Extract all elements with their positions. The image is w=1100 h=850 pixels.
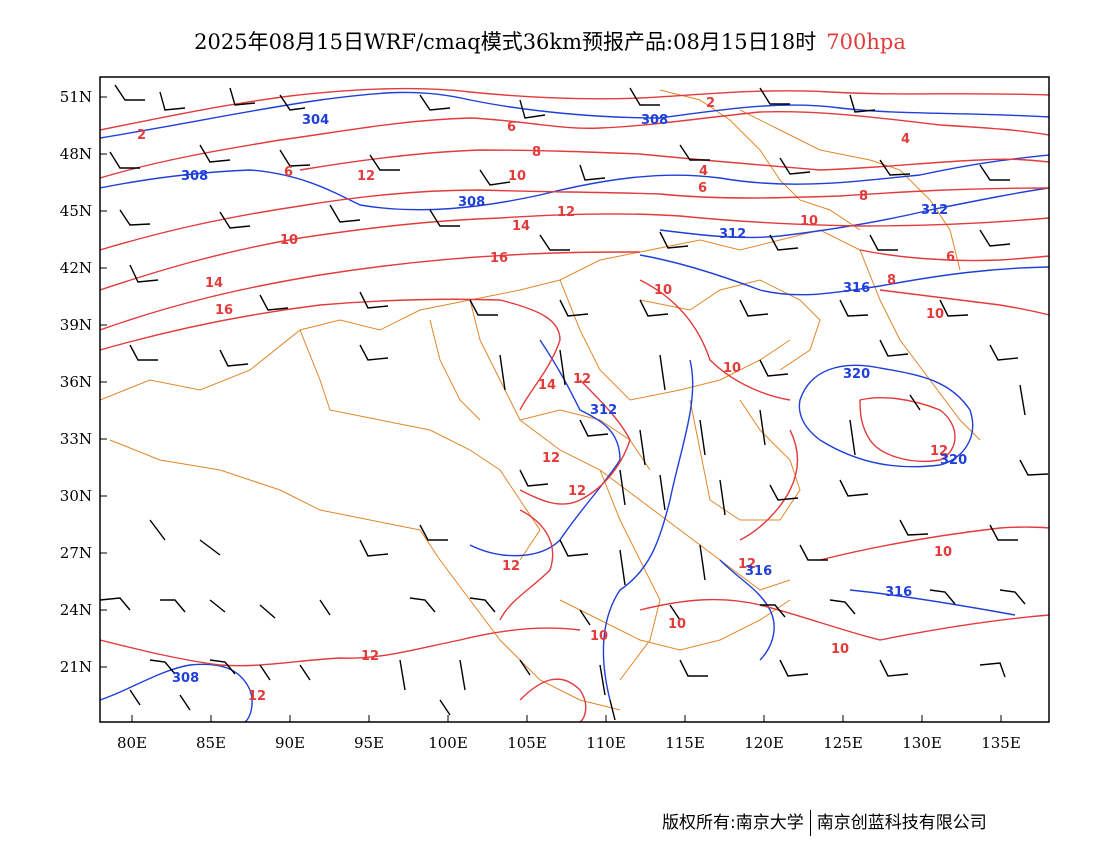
temperature-label: 10 <box>926 307 944 322</box>
height-label: 316 <box>745 564 772 579</box>
height-label: 308 <box>181 169 208 184</box>
latitude-axis: 51N 48N 45N 42N 39N 36N 33N 30N 27N 24N … <box>60 88 107 676</box>
wind-barbs <box>100 84 1049 721</box>
height-label: 308 <box>172 671 199 686</box>
temperature-label: 12 <box>738 557 756 572</box>
lat-tick-label: 27N <box>60 544 92 562</box>
lon-tick-label: 105E <box>507 734 547 752</box>
footer-separator <box>809 810 811 836</box>
title-level: 700hpa <box>826 30 906 54</box>
border-lines <box>100 89 981 711</box>
height-label: 316 <box>885 585 912 600</box>
height-label: 312 <box>590 403 617 418</box>
lon-tick-label: 90E <box>275 734 305 752</box>
height-label: 320 <box>843 367 870 382</box>
temperature-label: 6 <box>507 120 516 135</box>
lon-tick-label: 120E <box>744 734 784 752</box>
lon-tick-label: 115E <box>665 734 705 752</box>
map-frame <box>99 76 1050 723</box>
copyright-company: 南京创蓝科技有限公司 <box>816 813 987 833</box>
lat-tick-label: 48N <box>60 145 92 163</box>
temperature-label: 2 <box>706 96 715 111</box>
temperature-label: 12 <box>573 372 591 387</box>
temperature-label: 10 <box>280 233 298 248</box>
lon-tick-label: 130E <box>902 734 942 752</box>
temperature-label: 6 <box>698 181 707 196</box>
temperature-label: 6 <box>946 250 955 265</box>
lon-tick-label: 95E <box>354 734 384 752</box>
temperature-label: 10 <box>800 214 818 229</box>
lon-tick-label: 80E <box>117 734 147 752</box>
temperature-label: 12 <box>357 169 375 184</box>
temperature-label: 10 <box>668 617 686 632</box>
temperature-contours <box>100 87 1049 722</box>
height-label: 312 <box>719 227 746 242</box>
lat-tick-label: 36N <box>60 373 92 391</box>
temperature-label: 8 <box>532 145 541 160</box>
lat-tick-label: 42N <box>60 259 92 277</box>
map-title: 2025年08月15日WRF/cmaq模式36km预报产品:08月15日18时 7… <box>0 26 1100 56</box>
temperature-label: 12 <box>568 484 586 499</box>
height-label: 304 <box>302 113 329 128</box>
temperature-label: 12 <box>542 451 560 466</box>
lat-tick-label: 45N <box>60 202 92 220</box>
temperature-label: 16 <box>490 251 508 266</box>
temperature-label: 4 <box>901 132 910 147</box>
temperature-label: 10 <box>590 629 608 644</box>
temperature-label: 12 <box>930 444 948 459</box>
temperature-label: 10 <box>723 361 741 376</box>
height-label: 316 <box>843 281 870 296</box>
temperature-label: 10 <box>654 283 672 298</box>
lon-tick-label: 125E <box>823 734 863 752</box>
temperature-label: 14 <box>205 276 223 291</box>
temperature-label: 10 <box>934 545 952 560</box>
lat-tick-label: 51N <box>60 88 92 106</box>
lat-tick-label: 39N <box>60 316 92 334</box>
temperature-label: 12 <box>502 559 520 574</box>
height-label: 320 <box>940 453 967 468</box>
height-labels: 304 308 308 308 312 312 316 320 320 312 … <box>172 113 967 686</box>
temperature-label: 12 <box>361 649 379 664</box>
temperature-label: 10 <box>831 642 849 657</box>
temperature-label: 14 <box>512 219 530 234</box>
temperature-label: 8 <box>887 273 896 288</box>
temperature-labels: 2 6 8 12 10 14 16 10 4 6 8 10 6 2 4 8 10… <box>137 96 955 704</box>
lon-tick-label: 110E <box>586 734 626 752</box>
temperature-label: 4 <box>699 164 708 179</box>
height-label: 312 <box>921 203 948 218</box>
temperature-label: 14 <box>538 378 556 393</box>
lon-tick-label: 85E <box>196 734 226 752</box>
temperature-label: 8 <box>859 189 868 204</box>
copyright-footer: 版权所有:南京大学 南京创蓝科技有限公司 <box>662 808 987 836</box>
height-label: 308 <box>641 113 668 128</box>
height-label: 308 <box>458 195 485 210</box>
title-main: 2025年08月15日WRF/cmaq模式36km预报产品:08月15日18时 <box>194 30 817 54</box>
temperature-label: 12 <box>557 205 575 220</box>
temperature-label: 16 <box>215 303 233 318</box>
temperature-label: 6 <box>284 165 293 180</box>
copyright-owner: 版权所有:南京大学 <box>662 813 804 833</box>
temperature-label: 10 <box>508 169 526 184</box>
longitude-axis: 80E 85E 90E 95E 100E 105E 110E 115E 120E… <box>117 715 1021 752</box>
lat-tick-label: 24N <box>60 601 92 619</box>
lat-tick-label: 30N <box>60 487 92 505</box>
lon-tick-label: 135E <box>981 734 1021 752</box>
lat-tick-label: 33N <box>60 430 92 448</box>
height-contours <box>100 91 1049 722</box>
lon-tick-label: 100E <box>428 734 468 752</box>
temperature-label: 2 <box>137 128 146 143</box>
lat-tick-label: 21N <box>60 658 92 676</box>
temperature-label: 12 <box>248 689 266 704</box>
